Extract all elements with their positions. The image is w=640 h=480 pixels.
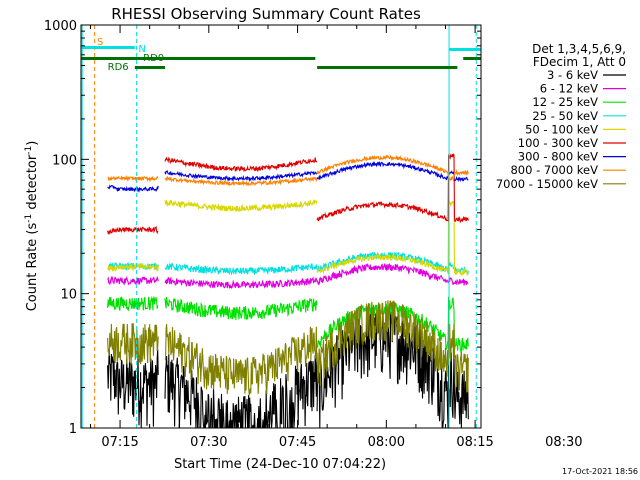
flag-bar — [317, 66, 458, 69]
series-line — [107, 262, 469, 289]
y-axis-label: Count Rate (s-1 detector-1) — [24, 141, 40, 312]
x-tick-label: 08:30 — [545, 435, 582, 450]
y-axis: 1 10 100 1000 — [44, 19, 481, 437]
x-tick-label: 07:45 — [279, 435, 316, 450]
series-line — [107, 251, 469, 276]
flag-bar — [81, 57, 316, 60]
legend-label: 100 - 300 keV — [518, 136, 598, 150]
legend-label: 7000 - 15000 keV — [496, 177, 598, 191]
series-line — [107, 154, 469, 187]
flag-label: RD6 — [108, 62, 129, 73]
series-line — [107, 160, 469, 193]
timestamp: 17-Oct-2021 18:56 — [562, 467, 638, 476]
y-tick-label: 10 — [60, 288, 77, 303]
legend-label: 50 - 100 keV — [525, 122, 598, 136]
series-line — [107, 153, 469, 235]
legend-label: 12 - 25 keV — [532, 95, 598, 109]
flag-bar — [134, 66, 166, 69]
flag-bar — [449, 48, 481, 51]
flag-bar — [463, 57, 481, 60]
legend-label: 25 - 50 keV — [532, 109, 598, 123]
y-tick-label: 100 — [52, 153, 77, 168]
y-tick-label: 1 — [69, 422, 77, 437]
legend-label: 800 - 7000 keV — [510, 163, 598, 177]
flag-label: RD0 — [143, 53, 164, 64]
legend-label: 6 - 12 keV — [540, 82, 598, 96]
x-axis: 07:15 07:30 07:45 08:00 08:15 08:30 — [89, 25, 583, 450]
x-tick-label: 07:30 — [190, 435, 227, 450]
x-tick-label: 08:00 — [368, 435, 405, 450]
legend-header-2: FDecim 1, Att 0 — [533, 55, 626, 69]
legend-label: 3 - 6 keV — [547, 68, 598, 82]
flag-label: S — [97, 37, 103, 48]
x-tick-label: 08:15 — [456, 435, 493, 450]
x-tick-label: 07:15 — [101, 435, 138, 450]
plot-frame — [80, 24, 482, 429]
series-line — [107, 199, 469, 277]
x-axis-label: Start Time (24-Dec-10 07:04:22) — [174, 457, 386, 472]
series-line — [107, 300, 469, 397]
flag-label: N — [138, 44, 145, 55]
y-tick-label: 1000 — [44, 19, 77, 34]
legend-label: 300 - 800 keV — [518, 150, 598, 164]
legend-header-1: Det 1,3,4,5,6,9, — [532, 42, 626, 56]
flag-bar — [81, 46, 135, 49]
chart-title: RHESSI Observing Summary Count Rates — [111, 5, 421, 23]
